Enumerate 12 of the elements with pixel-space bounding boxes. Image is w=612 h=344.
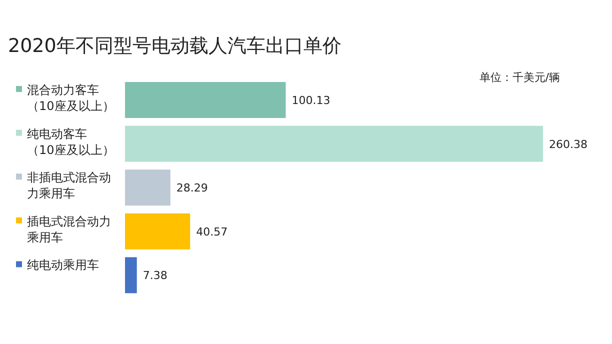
annotation: 单位：千美元/辆 [479,71,560,84]
title: 2020年不同型号电动载人汽车出口单价 [8,35,342,57]
data-label: 7.38 [142,269,168,282]
category-label: 非插电式混合动力乘用车 [27,170,111,201]
data-label: 28.29 [176,182,208,195]
data-label: 100.13 [292,94,330,107]
category-label: 纯电动客车（10座及以上） [27,126,114,157]
category-label: 纯电动乘用车 [27,258,99,272]
category-label: 混合动力客车（10座及以上） [27,83,114,113]
data-label: 40.57 [196,225,228,238]
category-label: 插电式混合动力乘用车 [27,214,111,244]
data-label: 260.38 [549,138,588,151]
